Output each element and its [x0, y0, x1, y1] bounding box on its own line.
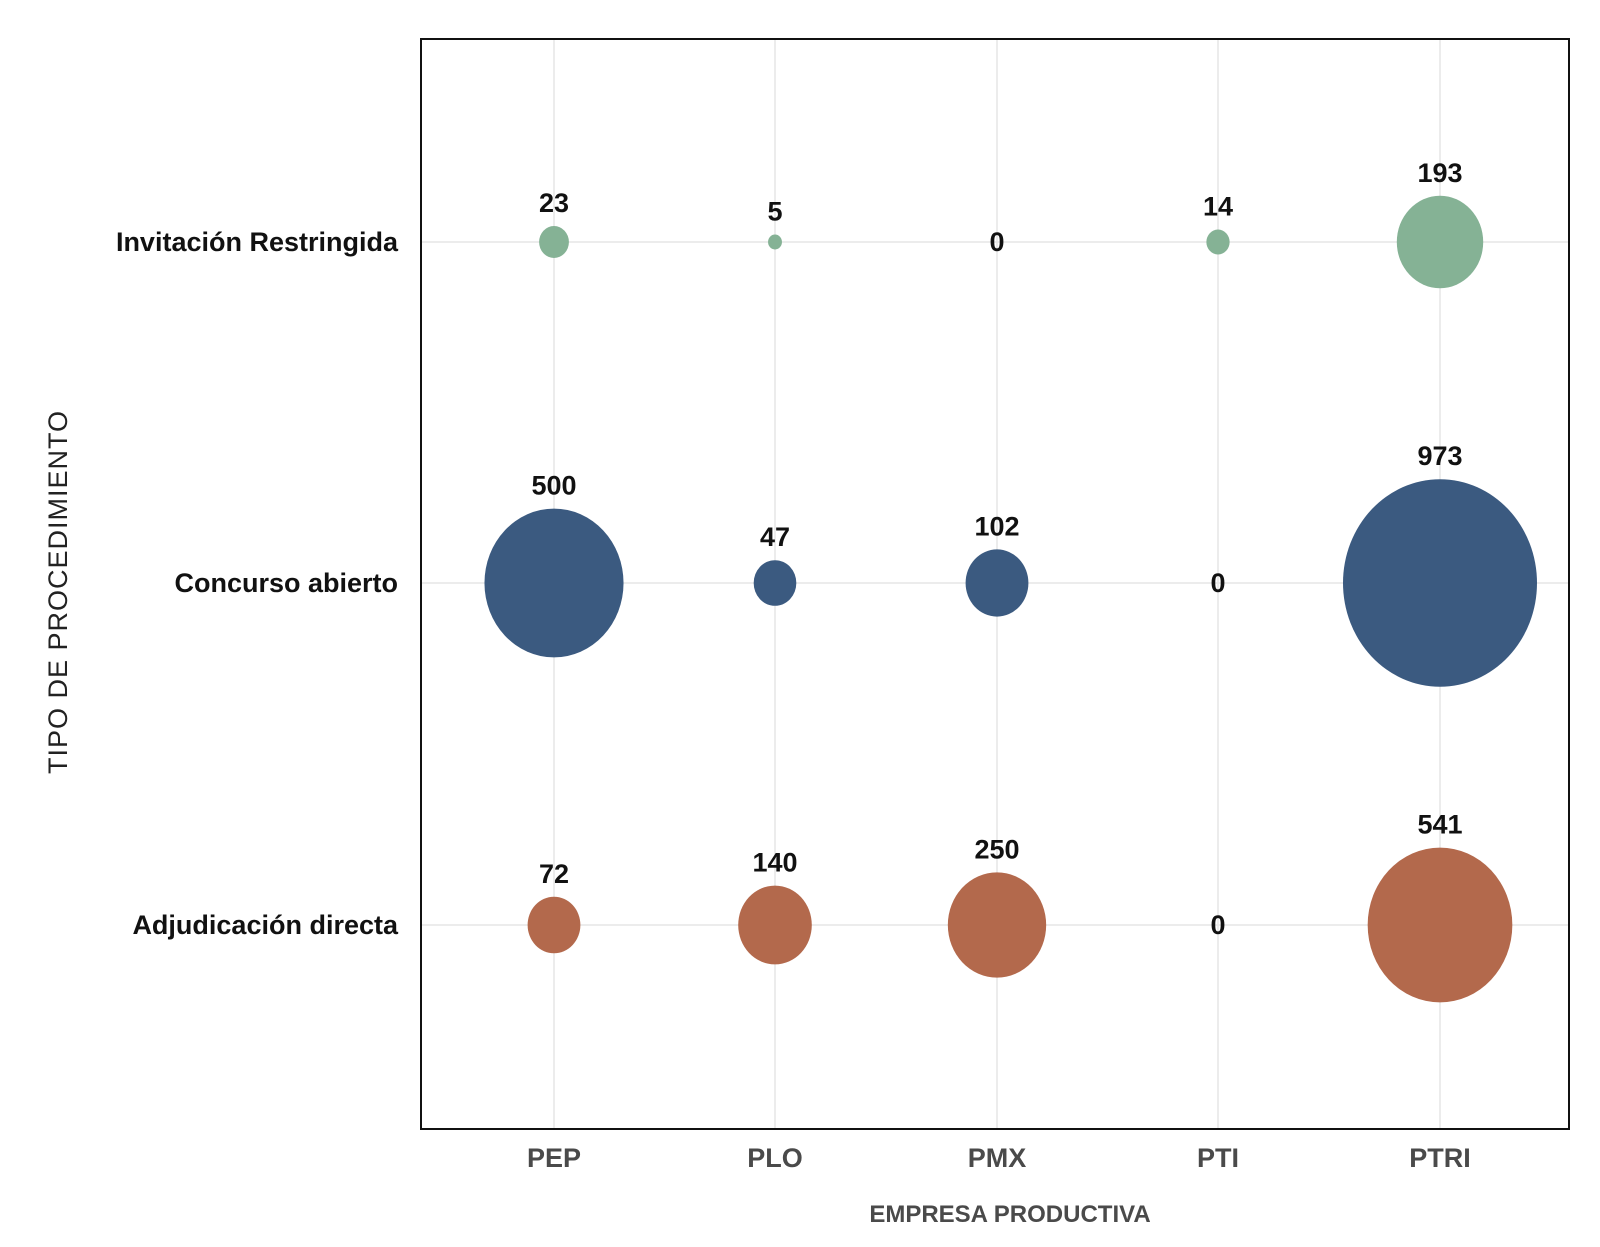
bubble-adjudicacion-directa-pep: [527, 896, 581, 954]
value-label-invitacion-restringida-pmx: 0: [989, 227, 1004, 257]
value-label-adjudicacion-directa-plo: 140: [752, 848, 797, 878]
value-label-concurso-abierto-plo: 47: [760, 522, 790, 552]
bubble-adjudicacion-directa-pmx: [947, 872, 1047, 978]
bubble-invitacion-restringida-ptri: [1396, 195, 1484, 289]
value-label-concurso-abierto-pti: 0: [1210, 568, 1225, 598]
x-tick-label-pti: PTI: [1197, 1143, 1239, 1173]
x-tick-label-pmx: PMX: [968, 1143, 1027, 1173]
bubble-concurso-abierto-ptri: [1343, 479, 1537, 687]
value-label-invitacion-restringida-pti: 14: [1203, 192, 1233, 222]
bubble-concurso-abierto-pep: [484, 508, 624, 658]
value-label-invitacion-restringida-ptri: 193: [1417, 158, 1462, 188]
y-axis-label: TIPO DE PROCEDIMIENTO: [43, 410, 73, 774]
x-tick-label-ptri: PTRI: [1409, 1143, 1471, 1173]
value-label-concurso-abierto-pmx: 102: [974, 511, 1019, 541]
bubbles: [484, 195, 1537, 1003]
x-tick-label-pep: PEP: [527, 1143, 581, 1173]
value-label-adjudicacion-directa-ptri: 541: [1417, 810, 1462, 840]
bubble-invitacion-restringida-plo: [768, 234, 782, 250]
y-tick-labels: Invitación Restringida Concurso abierto Ad…: [116, 227, 399, 940]
value-label-adjudicacion-directa-pep: 72: [539, 859, 569, 889]
bubble-adjudicacion-directa-plo: [738, 885, 812, 965]
bubble-adjudicacion-directa-ptri: [1367, 847, 1513, 1003]
bubble-concurso-abierto-plo: [753, 560, 797, 606]
value-label-concurso-abierto-ptri: 973: [1417, 441, 1462, 471]
y-tick-label-concurso-abierto: Concurso abierto: [174, 568, 398, 598]
x-axis-label: EMPRESA PRODUCTIVA: [869, 1201, 1150, 1228]
value-label-concurso-abierto-pep: 500: [531, 471, 576, 501]
value-labels: 23 5 0 14 193 500 47 102 0 973 72 140 250 0 541: [531, 158, 1462, 940]
x-tick-label-plo: PLO: [747, 1143, 803, 1173]
value-label-invitacion-restringida-plo: 5: [767, 197, 782, 227]
bubble-invitacion-restringida-pti: [1206, 229, 1230, 255]
bubble-concurso-abierto-pmx: [965, 549, 1029, 617]
x-tick-labels: PEP PLO PMX PTI PTRI: [527, 1143, 1471, 1173]
value-label-adjudicacion-directa-pmx: 250: [974, 834, 1019, 864]
value-label-adjudicacion-directa-pti: 0: [1210, 910, 1225, 940]
value-label-invitacion-restringida-pep: 23: [539, 188, 569, 218]
plot-frame: [420, 38, 1570, 1130]
bubble-invitacion-restringida-pep: [539, 226, 569, 258]
y-tick-label-invitacion-restringida: Invitación Restringida: [116, 227, 399, 257]
y-tick-label-adjudicacion-directa: Adjudicación directa: [132, 910, 399, 940]
